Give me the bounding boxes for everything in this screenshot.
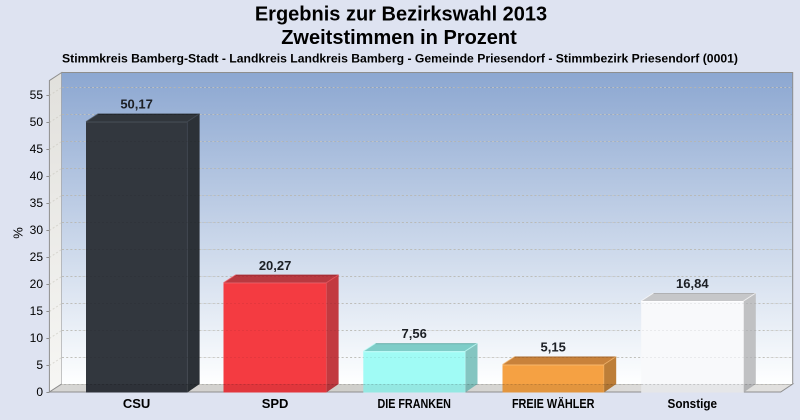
svg-text:Stimmkreis Bamberg-Stadt - Lan: Stimmkreis Bamberg-Stadt - Landkreis Lan… [62, 51, 738, 65]
svg-text:Ergebnis zur Bezirkswahl 2013: Ergebnis zur Bezirkswahl 2013 [255, 4, 547, 26]
svg-text:16,84: 16,84 [676, 276, 709, 291]
svg-text:20,27: 20,27 [259, 258, 292, 273]
svg-text:0: 0 [36, 385, 43, 399]
svg-text:55: 55 [30, 88, 44, 102]
svg-text:Sonstige: Sonstige [668, 396, 718, 411]
svg-text:20: 20 [30, 277, 44, 291]
svg-text:30: 30 [30, 223, 44, 237]
svg-text:FREIE WÄHLER: FREIE WÄHLER [512, 396, 595, 411]
svg-text:50,17: 50,17 [120, 97, 153, 112]
svg-text:7,56: 7,56 [402, 326, 427, 341]
svg-text:SPD: SPD [262, 396, 289, 411]
svg-text:45: 45 [30, 142, 44, 156]
svg-text:25: 25 [30, 250, 44, 264]
svg-text:%: % [10, 227, 25, 239]
svg-text:5,15: 5,15 [541, 340, 566, 355]
svg-text:15: 15 [30, 304, 44, 318]
svg-text:DIE FRANKEN: DIE FRANKEN [377, 396, 451, 411]
svg-text:35: 35 [30, 196, 44, 210]
svg-text:10: 10 [30, 331, 44, 345]
svg-text:50: 50 [30, 115, 44, 129]
svg-text:40: 40 [30, 169, 44, 183]
svg-text:Zweitstimmen in Prozent: Zweitstimmen in Prozent [281, 27, 517, 49]
svg-text:5: 5 [36, 358, 43, 372]
svg-text:CSU: CSU [123, 396, 150, 411]
